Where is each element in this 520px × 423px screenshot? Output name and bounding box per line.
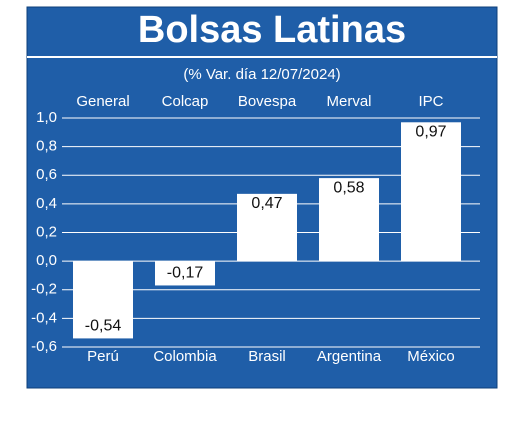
- x-tick-label: Colombia: [153, 348, 217, 365]
- y-tick-label: -0,4: [31, 309, 57, 326]
- bar: [401, 122, 461, 262]
- bar: [319, 178, 379, 262]
- y-tick-label: 0,8: [36, 138, 57, 155]
- index-label: Bovespa: [238, 93, 297, 110]
- x-tick-label: Argentina: [317, 348, 382, 365]
- value-label: -0,17: [167, 265, 204, 282]
- x-tick-label: Perú: [87, 348, 119, 365]
- y-tick-label: 1,0: [36, 109, 57, 126]
- y-tick-label: -0,2: [31, 281, 57, 298]
- y-tick-label: 0,2: [36, 223, 57, 240]
- x-tick-label: México: [407, 348, 455, 365]
- y-tick-label: -0,6: [31, 338, 57, 355]
- bar: [237, 193, 297, 262]
- y-tick-label: 0,0: [36, 252, 57, 269]
- value-label: -0,54: [85, 318, 122, 335]
- y-tick-label: 0,4: [36, 195, 57, 212]
- chart-subtitle: (% Var. día 12/07/2024): [183, 66, 340, 83]
- chart-title: Bolsas Latinas: [138, 9, 406, 51]
- index-label: Colcap: [162, 93, 209, 110]
- bar: [155, 261, 215, 286]
- value-label: 0,47: [251, 195, 282, 212]
- index-label: Merval: [326, 93, 371, 110]
- y-tick-label: 0,6: [36, 166, 57, 183]
- index-label: General: [76, 93, 129, 110]
- index-label: IPC: [418, 93, 443, 110]
- value-label: 0,97: [415, 124, 446, 141]
- bar: [73, 261, 133, 339]
- x-tick-label: Brasil: [248, 348, 286, 365]
- value-label: 0,58: [333, 179, 364, 196]
